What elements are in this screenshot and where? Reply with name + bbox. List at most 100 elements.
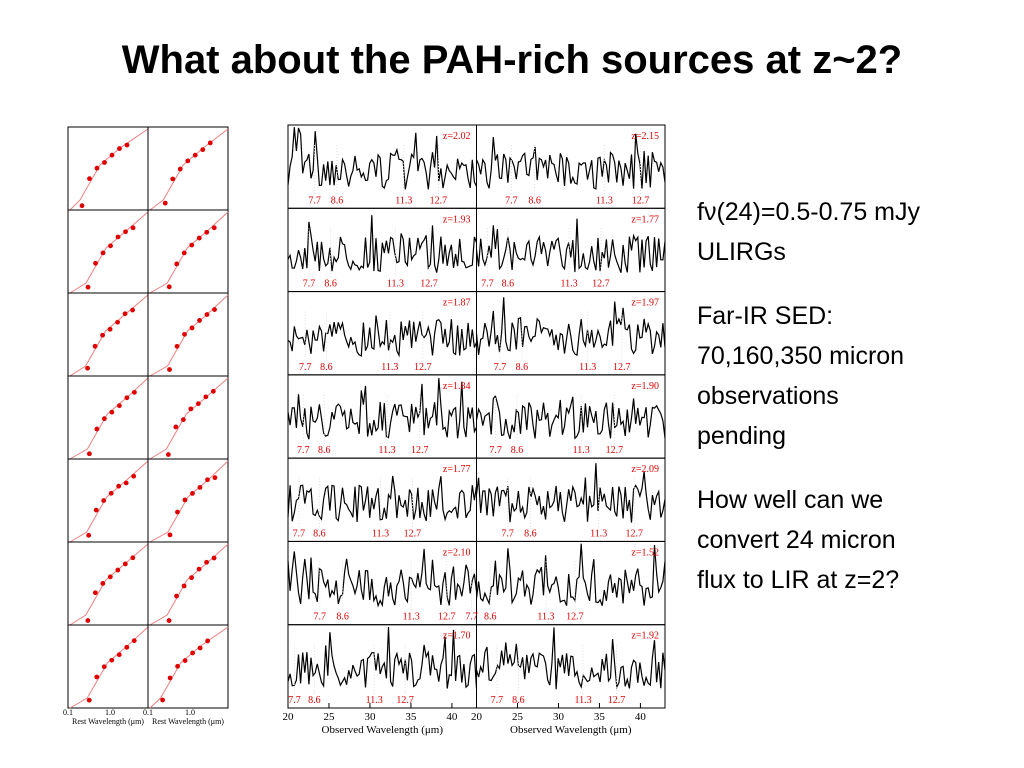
sed-point	[94, 674, 100, 680]
sed-point	[205, 638, 211, 644]
sed-panel	[147, 458, 229, 543]
sed-point	[182, 658, 188, 663]
feature-label: 12.7	[632, 195, 650, 206]
spectrum	[475, 543, 666, 606]
feature-label: 11.3	[596, 195, 613, 206]
sed-point	[160, 697, 166, 703]
note-line: convert 24 micron	[697, 526, 896, 554]
sed-point	[165, 452, 171, 457]
sed-point	[107, 574, 113, 580]
feature-label: 11.3	[573, 445, 590, 456]
x-axis-label: Rest Wavelength (μm)	[152, 717, 224, 726]
spectrum	[475, 133, 666, 190]
feature-label: 12.7	[606, 445, 624, 456]
sed-point	[100, 332, 105, 338]
x-tick-label: 20	[283, 711, 295, 723]
feature-label: 8.6	[516, 362, 529, 373]
feature-label: 7.7	[491, 695, 504, 706]
feature-label: 7.7	[293, 528, 306, 539]
note-paragraph: How well can we convert 24 micron flux to …	[697, 480, 1017, 600]
sed-point	[166, 284, 172, 290]
sed-point	[92, 343, 98, 349]
sed-point	[200, 147, 206, 153]
sed-point	[189, 575, 194, 581]
sed-point	[131, 389, 137, 395]
sed-point	[79, 203, 85, 209]
sed-point	[174, 261, 180, 267]
sed-point	[210, 388, 216, 394]
feature-label: 12.7	[411, 445, 429, 456]
sed-point	[188, 406, 194, 412]
feature-label: 7.7	[494, 362, 507, 373]
sed-point	[167, 675, 173, 681]
sed-panel	[67, 126, 149, 211]
x-tick-label: 1.0	[105, 708, 115, 717]
sed-point	[204, 312, 210, 317]
sed-point	[101, 664, 107, 670]
feature-label: 11.3	[537, 612, 554, 623]
redshift-label: z=1.90	[631, 381, 659, 392]
feature-label: 7.7	[465, 612, 478, 623]
feature-label: 12.7	[438, 612, 456, 623]
feature-label: 12.7	[404, 528, 422, 539]
redshift-label: z=2.15	[631, 131, 659, 142]
feature-label: 8.6	[320, 362, 333, 373]
feature-label: 11.3	[403, 612, 420, 623]
feature-label: 8.6	[524, 528, 537, 539]
sed-model	[69, 377, 149, 460]
spectrum	[287, 548, 478, 608]
feature-label: 8.6	[331, 195, 344, 206]
feature-label: 7.7	[501, 528, 514, 539]
sed-model	[69, 128, 149, 211]
spectrum	[475, 218, 666, 273]
sed-point	[109, 409, 115, 415]
redshift-label: z=1.97	[631, 298, 659, 309]
sed-point	[167, 532, 173, 538]
feature-label: 11.3	[590, 528, 607, 539]
sed-point	[107, 326, 113, 332]
redshift-label: z=2.10	[443, 547, 471, 558]
note-line: pending	[697, 422, 786, 450]
note-line: How well can we	[697, 486, 884, 514]
sed-point	[92, 590, 98, 596]
sed-point	[197, 484, 203, 490]
redshift-label: z=1.77	[631, 214, 659, 225]
sed-panel	[147, 126, 229, 211]
sed-model	[149, 377, 229, 460]
feature-label: 8.6	[528, 195, 541, 206]
feature-label: 8.6	[318, 445, 331, 456]
sed-point	[212, 307, 217, 312]
sed-point	[102, 160, 107, 165]
sed-point	[130, 555, 136, 561]
feature-label: 11.3	[387, 279, 404, 290]
sed-point	[115, 234, 121, 240]
sed-point	[124, 644, 130, 650]
feature-label: 11.3	[395, 195, 412, 206]
sed-point	[182, 497, 188, 503]
feature-label: 12.7	[592, 279, 610, 290]
feature-label: 7.7	[299, 362, 312, 373]
sed-panel	[147, 624, 229, 709]
feature-label: 7.7	[505, 195, 518, 206]
sed-point	[93, 507, 99, 513]
sed-point	[124, 142, 130, 148]
feature-label: 7.7	[481, 279, 494, 290]
sed-point	[175, 509, 180, 515]
sed-point	[124, 395, 130, 401]
redshift-label: z=1.93	[443, 214, 471, 225]
sed-model	[69, 211, 149, 294]
spectrum	[475, 463, 666, 523]
redshift-label: z=1.84	[443, 381, 471, 392]
sed-point	[190, 491, 195, 496]
sed-point	[123, 480, 129, 486]
x-tick-label: 25	[323, 711, 335, 723]
feature-label: 12.7	[608, 695, 626, 706]
feature-label: 12.7	[613, 362, 631, 373]
sed-point	[123, 229, 128, 235]
feature-label: 7.7	[303, 279, 316, 290]
x-tick-label: 30	[553, 711, 565, 723]
sed-point	[162, 200, 168, 206]
feature-label: 12.7	[625, 528, 643, 539]
sed-point	[211, 555, 217, 561]
